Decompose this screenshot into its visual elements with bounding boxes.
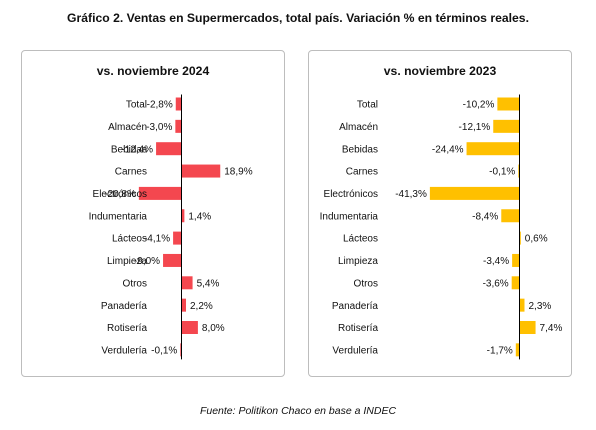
value-label: 7,4%: [540, 323, 563, 334]
bar-7: [173, 231, 182, 245]
category-label: Electrónicos: [93, 189, 147, 200]
category-label: Lácteos: [343, 234, 378, 245]
bar-2: [493, 119, 520, 133]
category-label: Lácteos: [112, 234, 147, 245]
value-label: -1,7%: [487, 345, 513, 356]
bar-11: [181, 321, 198, 334]
source-note: Fuente: Politikon Chaco en base a INDEC: [199, 405, 397, 417]
category-label: Panadería: [101, 301, 148, 312]
category-label: Panadería: [332, 301, 379, 312]
value-label: -2,8%: [147, 100, 173, 111]
category-label: Verdulería: [101, 345, 147, 356]
category-label: Total: [357, 100, 378, 111]
category-label: Rotisería: [338, 323, 378, 334]
panel-nov-2023: vs. noviembre 2023 Total -10,2% Almacén -12…: [308, 50, 572, 377]
value-label: -10,2%: [463, 100, 495, 111]
value-label: 18,9%: [224, 167, 252, 178]
category-label: Indumentaria: [320, 211, 379, 222]
category-label: Carnes: [346, 167, 378, 178]
bar-8: [512, 253, 520, 267]
value-label: 2,3%: [528, 301, 551, 312]
value-label: -4,1%: [144, 234, 170, 245]
value-label: 2,2%: [190, 301, 213, 312]
category-label: Electrónicos: [324, 189, 378, 200]
bar-1: [497, 97, 520, 111]
bar-8: [163, 253, 182, 267]
value-label: -24,4%: [432, 144, 464, 155]
category-label: Almacén: [108, 122, 147, 133]
category-label: Carnes: [115, 167, 147, 178]
value-label: 1,4%: [188, 211, 211, 222]
value-label: 8,0%: [202, 323, 225, 334]
value-label: -0,1%: [151, 345, 177, 356]
bar-4: [518, 164, 520, 178]
bar-11: [519, 321, 536, 334]
chart-title: Gráfico 2. Ventas en Supermercados, tota…: [67, 11, 529, 25]
bar-6: [501, 209, 520, 223]
bar-9: [511, 276, 520, 290]
value-label: -3,4%: [483, 256, 509, 267]
category-label: Rotisería: [107, 323, 147, 334]
category-label: Limpieza: [338, 256, 378, 267]
bar-1: [175, 97, 182, 111]
value-label: -3,0%: [146, 122, 172, 133]
value-label: -3,6%: [483, 278, 509, 289]
bar-10: [181, 298, 187, 312]
category-label: Bebidas: [342, 144, 378, 155]
value-label: 0,6%: [525, 234, 548, 245]
bar-chart-nov-2023: Total -10,2% Almacén -12,1% Bebidas -24,4% Car…: [320, 94, 563, 360]
bar-12: [515, 343, 520, 357]
category-label: Limpieza: [107, 256, 147, 267]
category-label: Bebidas: [111, 144, 147, 155]
panel-title-nov-2023: vs. noviembre 2023: [383, 64, 497, 78]
category-label: Otros: [123, 278, 147, 289]
bar-3: [156, 142, 182, 156]
bar-3: [466, 142, 520, 156]
bar-10: [519, 298, 525, 312]
value-label: -20,8%: [104, 189, 136, 200]
value-label: 5,4%: [197, 278, 220, 289]
bar-5: [429, 186, 520, 200]
panel-title-nov-2024: vs. noviembre 2024: [96, 64, 210, 78]
bar-2: [175, 119, 182, 133]
value-label: -9,0%: [134, 256, 160, 267]
bar-9: [181, 276, 193, 290]
category-label: Almacén: [339, 122, 378, 133]
bar-6: [181, 209, 185, 223]
category-label: Otros: [354, 278, 378, 289]
category-label: Indumentaria: [89, 211, 148, 222]
bar-chart-nov-2024: Total -2,8%Almacén -3,0% Bebidas-12,4% Carne…: [89, 94, 253, 360]
bar-7: [519, 231, 521, 245]
panel-nov-2024: vs. noviembre 2024 Total -2,8% Almacén -3,0…: [21, 50, 285, 377]
value-label: -12,4%: [121, 144, 153, 155]
bar-12: [180, 343, 182, 357]
bar-5: [138, 186, 182, 200]
value-label: -12,1%: [459, 122, 491, 133]
category-label: Verdulería: [332, 345, 378, 356]
value-label: -0,1%: [489, 167, 515, 178]
bar-4: [181, 164, 221, 178]
value-label: -41,3%: [395, 189, 427, 200]
category-label: Total: [126, 100, 147, 111]
value-label: -8,4%: [472, 211, 498, 222]
